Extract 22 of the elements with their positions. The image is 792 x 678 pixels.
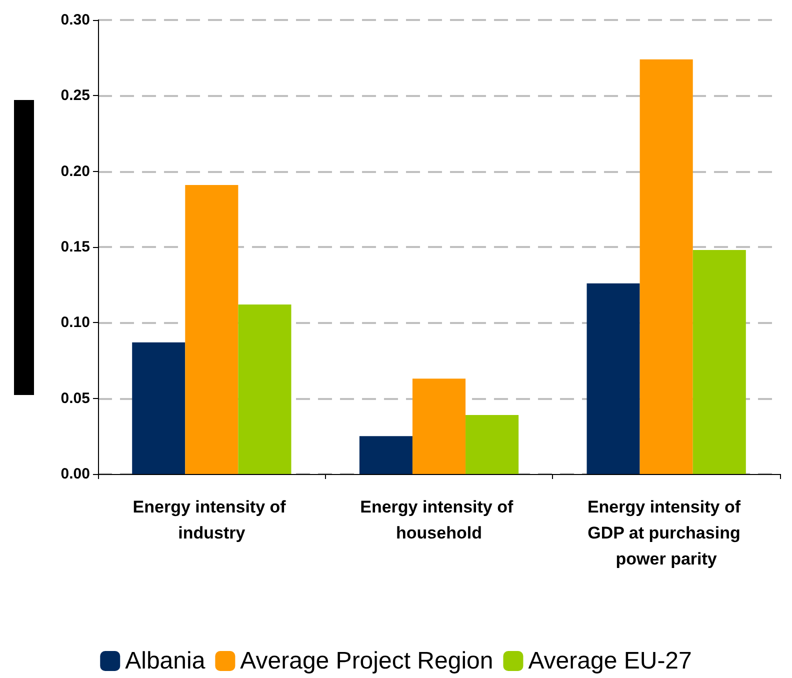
bar: [412, 378, 466, 474]
legend-label: Albania: [125, 648, 206, 674]
legend-label: Average Project Region: [240, 648, 494, 674]
bar: [185, 184, 238, 474]
bar: [238, 304, 292, 474]
x-tick-label: Energy intensity of household: [360, 498, 518, 542]
bar: [359, 436, 412, 474]
bar: [692, 250, 746, 474]
x-tick-label: Energy intensity of GDP at purchasing power parity: [587, 498, 746, 568]
bar: [640, 59, 693, 474]
legend-label: Average EU-27: [528, 648, 692, 674]
y-tick-label: 0.30: [60, 12, 90, 28]
y-tick-label: 0.10: [60, 314, 90, 332]
bar: [132, 342, 186, 474]
y-tick-label: 0.20: [60, 162, 90, 180]
y-tick-label: 0.25: [60, 87, 90, 104]
y-tick-label: 0.15: [60, 238, 90, 256]
y-tick-label: 0.05: [60, 390, 90, 407]
y-tick-label: 0.00: [60, 466, 90, 482]
bar: [466, 414, 519, 474]
x-tick-label: Energy intensity of industry: [132, 498, 291, 542]
bar: [586, 283, 640, 474]
